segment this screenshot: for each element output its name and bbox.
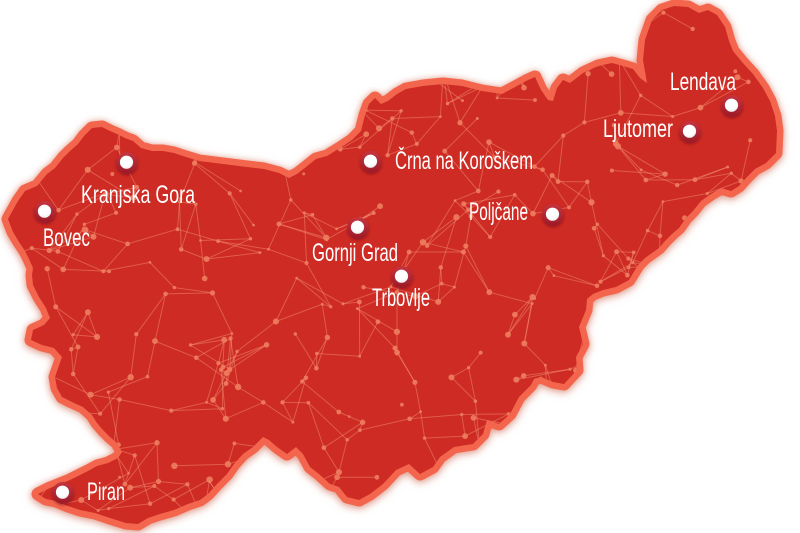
map-region-slovenia bbox=[8, 6, 777, 524]
city-label-gornji-grad: Gornji Grad bbox=[312, 239, 398, 267]
city-marker-ljutomer[interactable] bbox=[679, 121, 701, 143]
city-marker-gornji-grad[interactable] bbox=[347, 217, 369, 239]
city-marker-kranjska-gora[interactable] bbox=[116, 152, 138, 174]
city-marker-crna-na-koroskem[interactable] bbox=[360, 151, 382, 173]
city-marker-trbovlje[interactable] bbox=[391, 266, 413, 288]
city-marker-poljcane[interactable] bbox=[542, 204, 564, 226]
city-label-kranjska-gora: Kranjska Gora bbox=[81, 181, 195, 209]
city-label-piran: Piran bbox=[87, 478, 125, 506]
city-marker-bovec[interactable] bbox=[34, 201, 56, 223]
city-label-crna-na-koroskem: Črna na Koroškem bbox=[395, 146, 533, 175]
city-label-poljcane: Poljčane bbox=[469, 198, 528, 226]
city-label-ljutomer: Ljutomer bbox=[603, 115, 673, 143]
city-marker-lendava[interactable] bbox=[721, 95, 743, 117]
city-marker-piran[interactable] bbox=[52, 482, 74, 504]
city-label-trbovlje: Trbovlje bbox=[372, 284, 430, 312]
city-markers-layer bbox=[34, 95, 743, 504]
city-label-bovec: Bovec bbox=[43, 224, 90, 252]
city-labels-layer: Bovec Kranjska Gora Piran Gornji Grad Trbovl… bbox=[43, 68, 736, 506]
city-label-lendava: Lendava bbox=[670, 68, 736, 96]
